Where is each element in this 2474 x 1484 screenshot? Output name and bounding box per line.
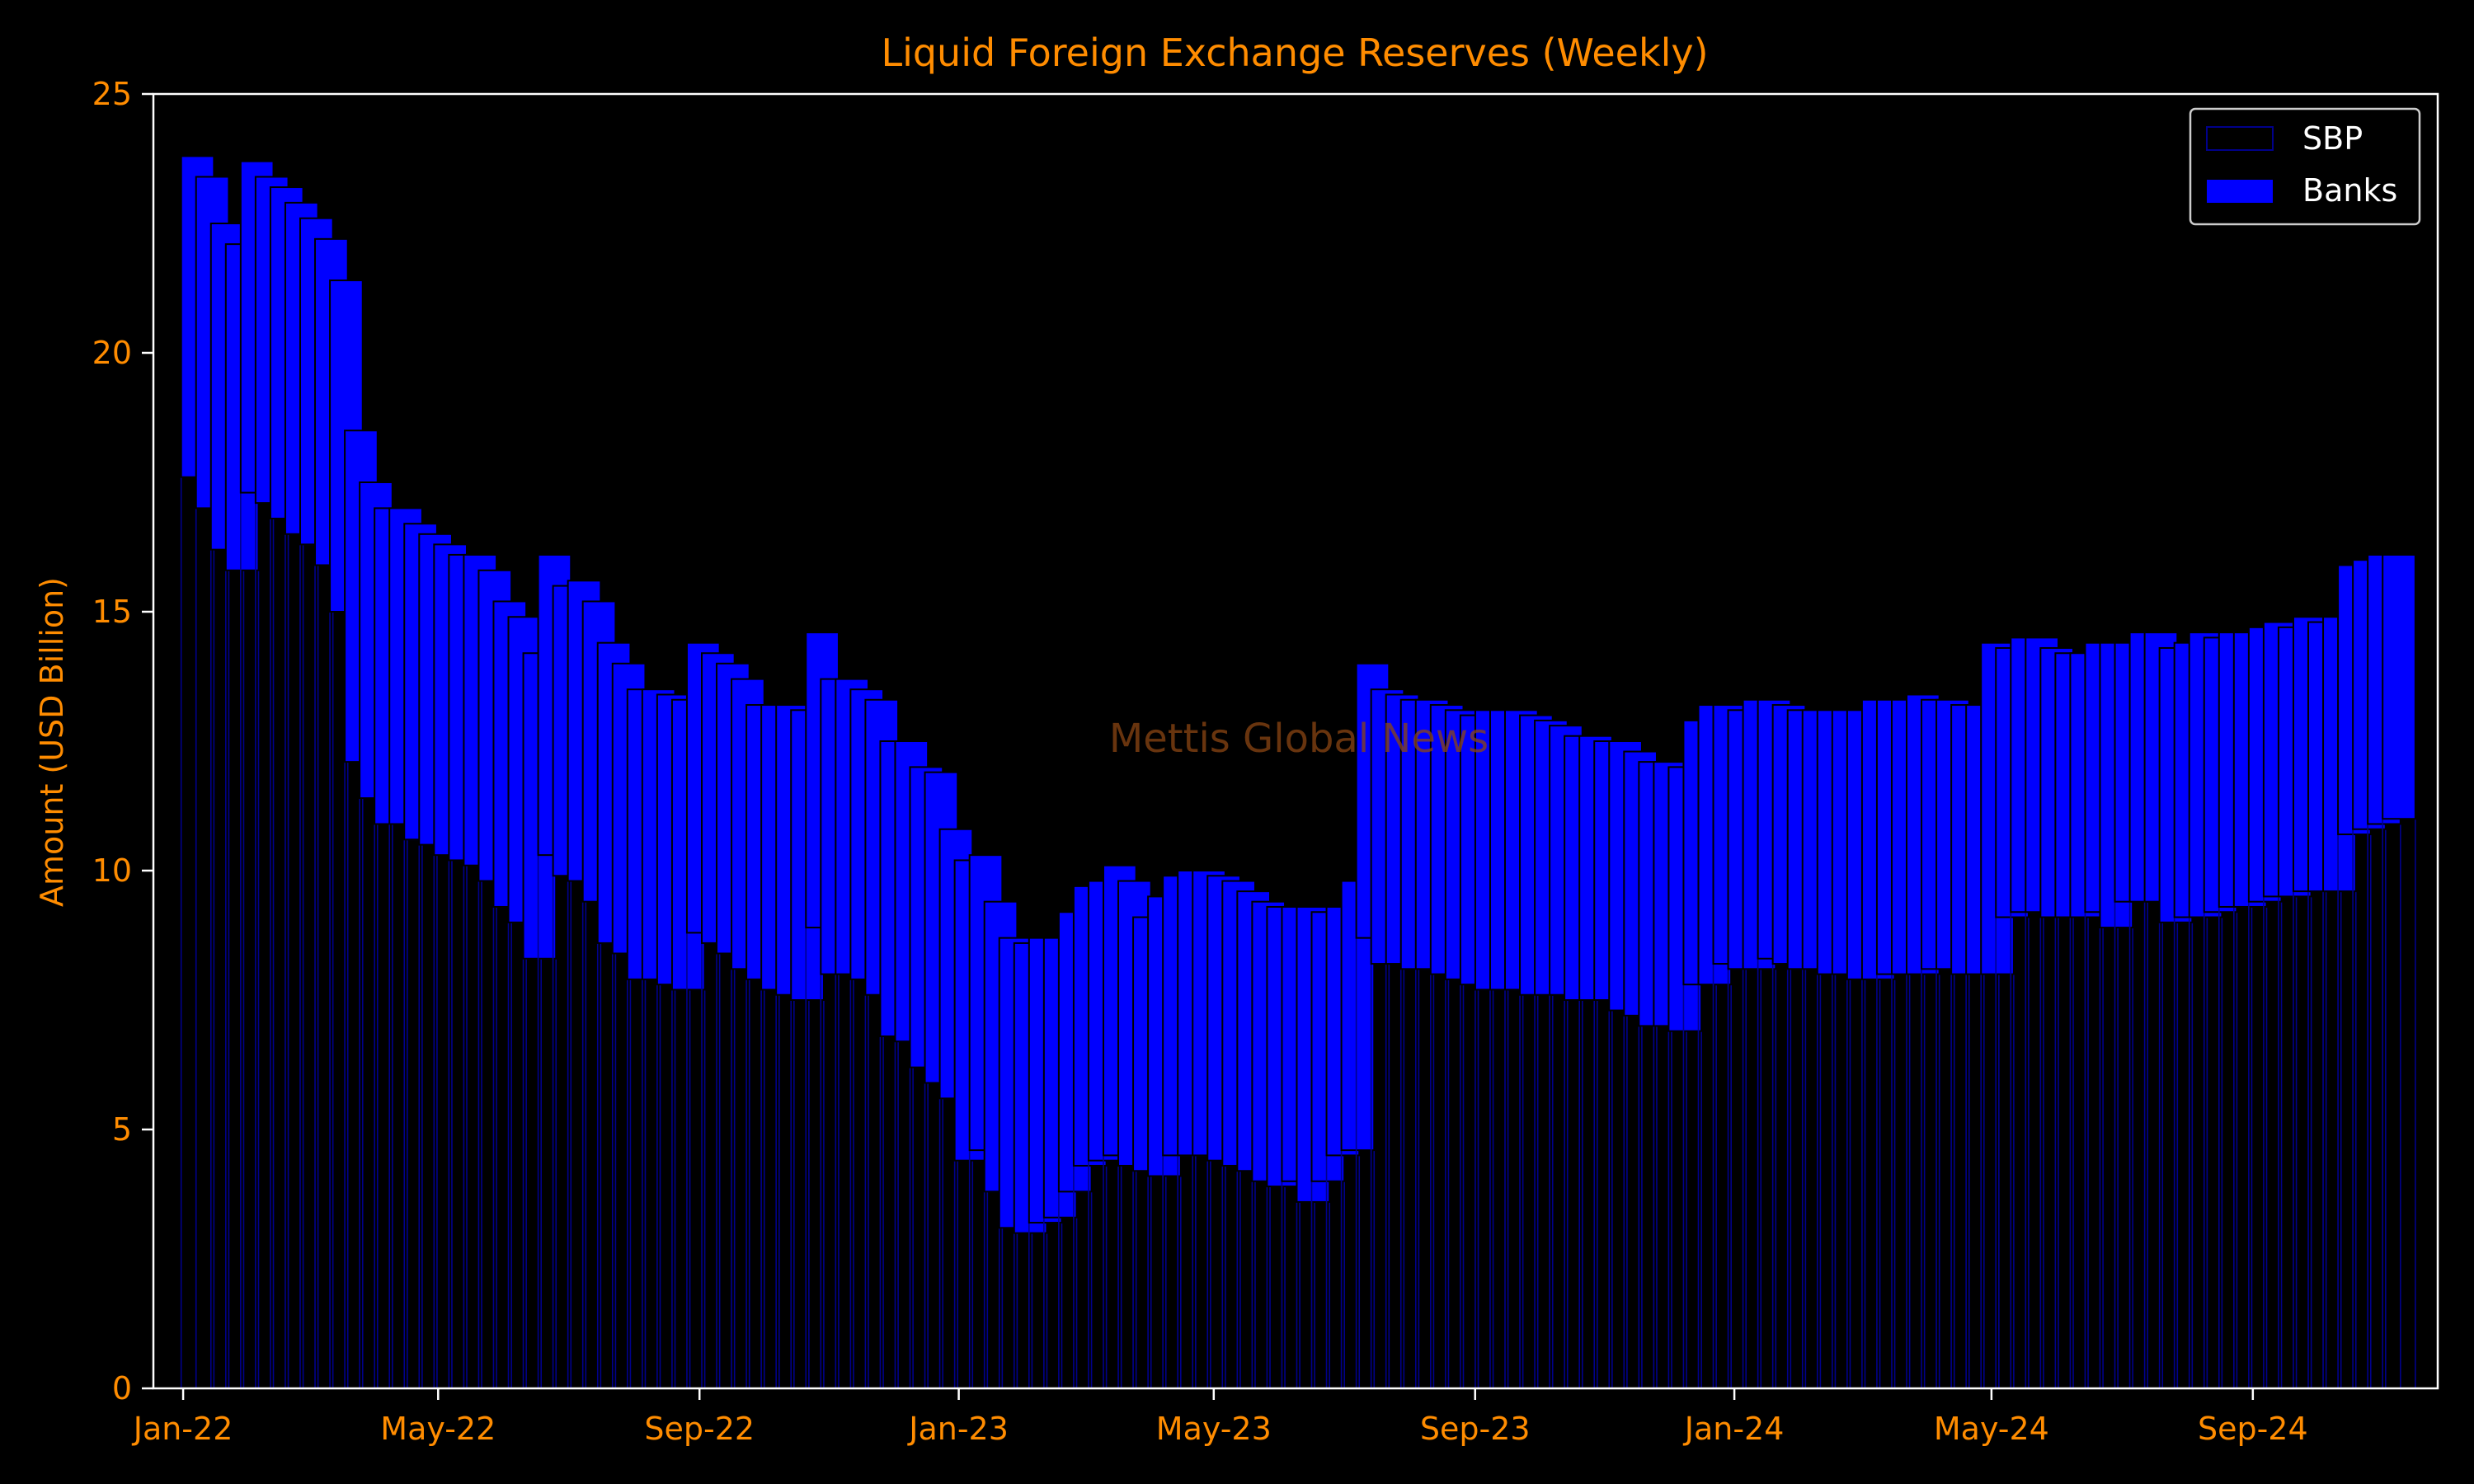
x-tick-label: Jan-22 <box>132 1411 233 1447</box>
chart-title: Liquid Foreign Exchange Reserves (Weekly… <box>881 31 1708 75</box>
x-tick-label: Sep-22 <box>644 1411 755 1447</box>
y-tick-label: 5 <box>112 1111 132 1148</box>
legend-swatch-banks <box>2207 180 2273 203</box>
x-tick-label: Sep-24 <box>2198 1411 2308 1447</box>
y-tick-label: 25 <box>92 76 132 112</box>
legend: SBP Banks <box>2189 107 2421 226</box>
x-tick-label: May-24 <box>1934 1411 2049 1447</box>
bars-layer <box>180 155 2416 1389</box>
x-tick-label: Jan-24 <box>1683 1411 1785 1447</box>
y-tick-label: 20 <box>92 335 132 371</box>
y-tick-label: 0 <box>112 1370 132 1407</box>
x-axis: Jan-22 May-22 Sep-22 Jan-23 May-23 Sep-23 Jan-… <box>132 1388 2308 1447</box>
x-tick-label: Jan-23 <box>907 1411 1009 1447</box>
legend-label-banks: Banks <box>2302 172 2397 209</box>
x-tick-label: Sep-23 <box>1420 1411 1531 1447</box>
legend-swatch-sbp <box>2206 126 2274 151</box>
legend-label-sbp: SBP <box>2302 120 2363 157</box>
plot-frame <box>152 92 2439 1390</box>
y-axis-label: Amount (USD Billion) <box>34 577 70 907</box>
x-tick-label: May-22 <box>380 1411 496 1447</box>
x-tick-label: May-23 <box>1156 1411 1272 1447</box>
watermark: Mettis Global News <box>1109 716 1489 762</box>
bar-banks <box>2382 553 2416 820</box>
y-tick-label: 15 <box>92 594 132 630</box>
y-tick-label: 10 <box>92 852 132 889</box>
y-axis: 0 5 10 15 20 25 <box>92 76 153 1407</box>
